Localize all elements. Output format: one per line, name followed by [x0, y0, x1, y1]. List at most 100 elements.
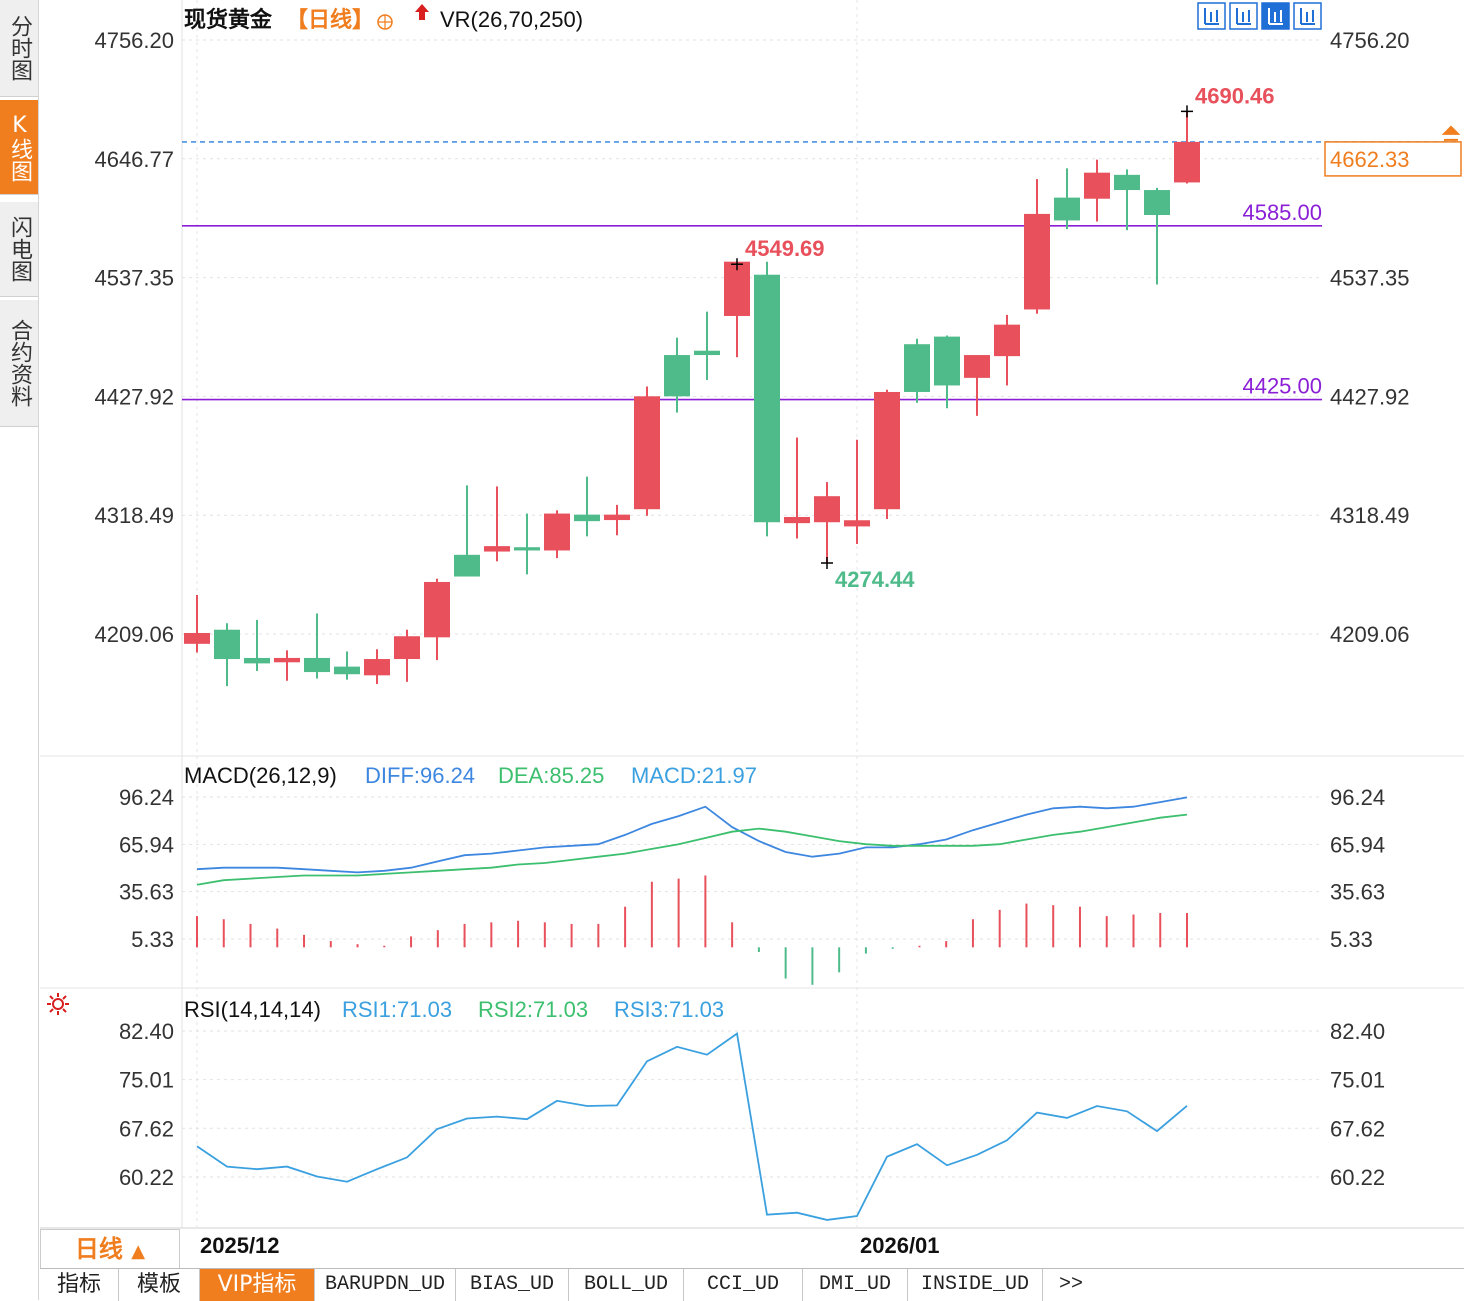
- price-line-label: 4425.00: [1242, 374, 1322, 399]
- y-tick-label-left: 4318.49: [94, 503, 174, 528]
- y-tick-label-left: 67.62: [119, 1116, 174, 1141]
- current-price-label: 4662.33: [1330, 147, 1410, 172]
- candle-body: [1054, 197, 1080, 221]
- sidebar-tab-timeshare[interactable]: 分时图: [0, 0, 38, 97]
- y-tick-label-right: 5.33: [1330, 927, 1373, 952]
- tab-vip-indicators[interactable]: VIP指标: [200, 1269, 315, 1301]
- extreme-marker: [821, 557, 833, 570]
- candle-body: [1144, 190, 1170, 216]
- y-tick-label-right: 4318.49: [1330, 503, 1410, 528]
- macd-legend: DEA:85.25: [498, 763, 604, 788]
- y-tick-label-left: 65.94: [119, 832, 174, 857]
- macd-line-diff: [196, 796, 1188, 874]
- candle-body: [754, 274, 780, 523]
- y-tick-label-right: 4209.06: [1330, 622, 1410, 647]
- macd-line-dea: [196, 813, 1188, 886]
- indicator-arrow-icon: [415, 4, 429, 20]
- candle-body: [874, 391, 900, 510]
- y-tick-label-left: 4537.35: [94, 266, 174, 291]
- x-tick-label: 2025/12: [200, 1233, 280, 1258]
- y-tick-label-left: 4646.77: [94, 147, 174, 172]
- candle-body: [664, 355, 690, 397]
- candle-body: [184, 632, 210, 644]
- candle-body: [1174, 141, 1200, 183]
- candle-body: [274, 657, 300, 663]
- candle-body: [634, 396, 660, 510]
- more-tabs-button[interactable]: >>: [1058, 1273, 1083, 1296]
- y-tick-label-left: 4209.06: [94, 622, 174, 647]
- candle-body: [424, 581, 450, 638]
- y-tick-label-left: 60.22: [119, 1165, 174, 1190]
- candle-body: [454, 554, 480, 577]
- candle-body: [214, 629, 240, 660]
- candle-body: [604, 514, 630, 521]
- tab-boll[interactable]: BOLL_UD: [569, 1269, 684, 1301]
- candle-body: [724, 261, 750, 316]
- macd-title: MACD(26,12,9): [184, 763, 337, 788]
- candle-body: [934, 336, 960, 386]
- y-tick-label-right: 96.24: [1330, 785, 1385, 810]
- y-tick-label-left: 96.24: [119, 785, 174, 810]
- symbol-title: 现货黄金: [184, 7, 273, 32]
- sun-icon-rays: [47, 993, 69, 1015]
- extreme-marker: [731, 258, 743, 271]
- macd-legend: DIFF:96.24: [365, 763, 475, 788]
- price-line-label: 4585.00: [1242, 200, 1322, 225]
- y-tick-label-right: 67.62: [1330, 1116, 1385, 1141]
- y-tick-label-left: 4427.92: [94, 384, 174, 409]
- settings-circle-icon: [378, 15, 392, 29]
- extreme-label: 4274.44: [835, 567, 915, 592]
- candle-body: [304, 657, 330, 673]
- tab-templates[interactable]: 模板: [119, 1269, 200, 1301]
- extreme-label: 4690.46: [1195, 83, 1275, 108]
- indicator-label: VR(26,70,250): [440, 7, 583, 32]
- rsi-legend: RSI3:71.03: [614, 997, 724, 1022]
- candle-body: [814, 496, 840, 523]
- candle-body: [334, 666, 360, 675]
- y-tick-label-left: 4756.20: [94, 28, 174, 53]
- candle-body: [544, 513, 570, 551]
- y-tick-label-right: 4756.20: [1330, 28, 1410, 53]
- y-tick-label-right: 4427.92: [1330, 384, 1410, 409]
- tab-indicators[interactable]: 指标: [40, 1269, 119, 1301]
- candle-body: [394, 636, 420, 660]
- period-selector[interactable]: 日线 ▲: [40, 1229, 180, 1269]
- chevron-up-icon: ▲: [131, 1241, 146, 1262]
- y-tick-label-left: 75.01: [119, 1068, 174, 1093]
- crosshair-icon-glyph: [1204, 8, 1219, 25]
- extreme-label: 4549.69: [745, 236, 825, 261]
- sidebar: 分时图 K线图 闪电图 合约资料: [0, 0, 39, 1300]
- extreme-marker: [1181, 105, 1193, 118]
- current-price-box: [1324, 141, 1462, 177]
- y-tick-label-left: 82.40: [119, 1019, 174, 1044]
- candle-body: [1114, 174, 1140, 191]
- chart-canvas[interactable]: 4756.204756.204646.774646.774537.354537.…: [0, 0, 1464, 1268]
- sidebar-tab-tick[interactable]: 闪电图: [0, 202, 38, 297]
- tab-dmi[interactable]: DMI_UD: [803, 1269, 908, 1301]
- y-tick-label-right: 60.22: [1330, 1165, 1385, 1190]
- sidebar-tab-contract-info[interactable]: 合约资料: [0, 300, 38, 427]
- candle-body: [964, 355, 990, 378]
- candle-body: [484, 546, 510, 552]
- rsi-title: RSI(14,14,14): [184, 997, 321, 1022]
- tab-inside[interactable]: INSIDE_UD: [908, 1269, 1043, 1301]
- candle-body: [244, 657, 270, 664]
- candle-body: [364, 659, 390, 676]
- candle-body: [514, 547, 540, 551]
- tab-barupdn[interactable]: BARUPDN_UD: [315, 1269, 456, 1301]
- sidebar-tab-kline[interactable]: K线图: [0, 100, 38, 195]
- candle-body: [994, 324, 1020, 357]
- y-tick-label-right: 75.01: [1330, 1068, 1385, 1093]
- y-tick-label-right: 65.94: [1330, 832, 1385, 857]
- candle-body: [1024, 213, 1050, 310]
- candle-body: [784, 516, 810, 524]
- candle-body: [1084, 172, 1110, 199]
- tab-bias[interactable]: BIAS_UD: [456, 1269, 569, 1301]
- y-tick-label-right: 82.40: [1330, 1019, 1385, 1044]
- candle-body: [844, 520, 870, 527]
- y-tick-label-left: 5.33: [131, 927, 174, 952]
- rsi-legend: RSI2:71.03: [478, 997, 588, 1022]
- y-tick-label-right: 4537.35: [1330, 266, 1410, 291]
- y-tick-label-left: 35.63: [119, 880, 174, 905]
- tab-cci[interactable]: CCI_UD: [684, 1269, 803, 1301]
